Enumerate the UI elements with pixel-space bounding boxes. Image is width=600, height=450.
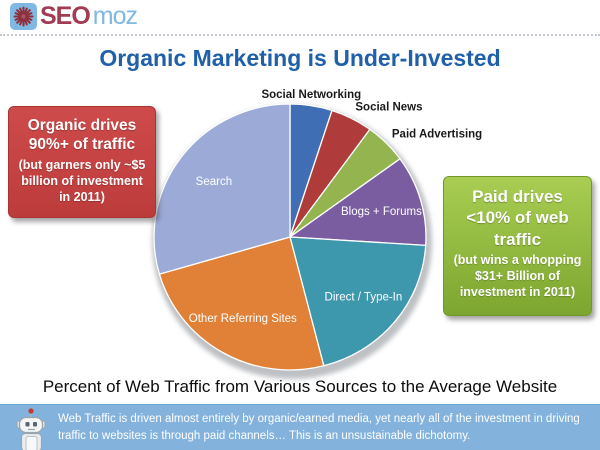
pie-slice (289, 103, 333, 238)
page-title: Organic Marketing is Under-Invested (99, 45, 501, 71)
seomoz-logo[interactable]: SEO moz (10, 2, 138, 30)
logo-text-moz: moz (92, 2, 138, 30)
pie-label: Search (196, 176, 232, 188)
footer-bar: Web Traffic is driven almost entirely by… (0, 404, 600, 450)
paid-callout-subtext: (but wins a whopping $31+ Billion of inv… (453, 252, 582, 300)
pie-slice (289, 236, 427, 367)
pie-label: Direct / Type-In (325, 291, 403, 303)
pie-slice (158, 236, 325, 371)
pie-shadow (152, 105, 432, 379)
chart-caption: Percent of Web Traffic from Various Sour… (42, 377, 558, 396)
header: SEO moz (0, 0, 600, 36)
footer-text: Web Traffic is driven almost entirely by… (58, 413, 580, 442)
paid-callout: Paid drives <10% of web traffic (but win… (443, 176, 592, 316)
gear-icon (10, 3, 37, 30)
organic-callout-heading: Organic drives 90%+ of traffic (27, 117, 137, 154)
pie-slice (289, 158, 427, 247)
pie-label: Other Referring Sites (189, 313, 297, 325)
robot-mascot-icon (8, 407, 54, 450)
pie-label: Paid Advertising (392, 129, 482, 141)
paid-callout-heading: Paid drives <10% of web traffic (466, 187, 569, 249)
pie-slice (289, 128, 401, 238)
logo-text-seo: SEO (40, 2, 91, 30)
pie-label: Social News (355, 102, 422, 114)
pie-slice (153, 103, 291, 275)
organic-callout: Organic drives 90%+ of traffic (but garn… (8, 106, 156, 218)
organic-callout-subtext: (but garners only ~$5 billion of investm… (18, 157, 146, 205)
pie-label: Social Networking (261, 89, 361, 101)
pie-slice (289, 109, 371, 238)
pie-label: Blogs + Forums (341, 206, 422, 218)
